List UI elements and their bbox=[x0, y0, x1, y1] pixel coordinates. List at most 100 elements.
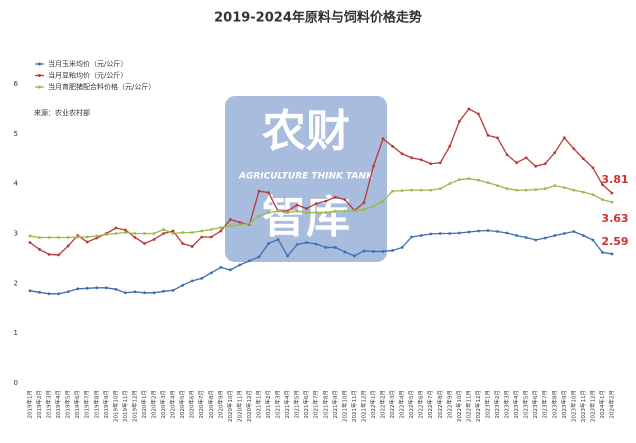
point bbox=[457, 178, 461, 182]
point bbox=[324, 246, 328, 249]
x-tick-label: 2023年5月 bbox=[522, 390, 530, 419]
x-tick-label: 2023年1月 bbox=[483, 390, 491, 419]
x-tick-label: 2021年1月 bbox=[254, 390, 262, 419]
point bbox=[305, 241, 309, 244]
chart-title: 2019-2024年原料与饲料价格走势 bbox=[214, 10, 422, 26]
point bbox=[457, 119, 461, 123]
x-tick-label: 2021年5月 bbox=[293, 390, 301, 419]
point bbox=[295, 243, 299, 246]
point bbox=[448, 232, 452, 235]
point bbox=[333, 195, 337, 199]
point bbox=[76, 287, 80, 291]
watermark-subtitle: AGRICULTURE THINK TANK bbox=[238, 172, 374, 182]
point bbox=[562, 136, 566, 140]
legend-label: 当月豆粕均价（元/公斤） bbox=[48, 71, 127, 80]
point bbox=[95, 234, 99, 238]
point bbox=[133, 236, 137, 239]
point bbox=[601, 183, 604, 187]
y-tick-label: 4 bbox=[14, 180, 19, 188]
watermark: 农财 AGRICULTURE THINK TANK 智库 bbox=[225, 96, 387, 262]
series-line bbox=[29, 108, 613, 256]
y-tick-label: 2 bbox=[14, 279, 18, 287]
x-tick-label: 2022年2月 bbox=[379, 390, 387, 419]
point bbox=[524, 188, 528, 192]
point bbox=[429, 188, 433, 192]
point bbox=[143, 232, 146, 235]
x-tick-label: 2022年8月 bbox=[436, 390, 444, 419]
point bbox=[133, 232, 137, 235]
point bbox=[200, 276, 204, 280]
point bbox=[362, 208, 366, 211]
x-tick-label: 2021年10月 bbox=[340, 390, 348, 422]
x-tick-label: 2020年11月 bbox=[235, 390, 243, 422]
point bbox=[209, 228, 213, 231]
x-tick-label: 2023年9月 bbox=[560, 390, 568, 419]
point bbox=[57, 236, 61, 239]
point bbox=[152, 232, 156, 235]
point bbox=[114, 226, 118, 230]
point bbox=[219, 265, 223, 269]
series-line bbox=[29, 229, 613, 295]
point bbox=[410, 156, 414, 160]
point bbox=[295, 209, 299, 213]
x-tick-label: 2019年11月 bbox=[121, 390, 129, 422]
point bbox=[276, 238, 280, 241]
x-tick-label: 2019年1月 bbox=[26, 390, 34, 419]
point bbox=[28, 234, 32, 238]
point bbox=[438, 187, 442, 191]
point bbox=[457, 231, 461, 235]
point bbox=[57, 292, 61, 296]
point bbox=[228, 224, 232, 228]
point bbox=[286, 254, 290, 258]
source-note: 来源：农业农村部 bbox=[34, 108, 90, 117]
x-tick-label: 2020年5月 bbox=[178, 390, 186, 419]
point bbox=[124, 228, 127, 232]
point bbox=[581, 190, 585, 194]
point bbox=[610, 252, 614, 256]
point bbox=[257, 255, 261, 259]
x-tick-label: 2020年1月 bbox=[140, 390, 148, 419]
point bbox=[190, 245, 194, 248]
point bbox=[47, 236, 51, 239]
point bbox=[352, 209, 356, 213]
point bbox=[534, 238, 538, 242]
point bbox=[228, 218, 232, 221]
point bbox=[104, 233, 108, 236]
legend-label: 当月育肥猪配合料价格（元/公斤） bbox=[48, 82, 155, 91]
x-tick-label: 2021年11月 bbox=[350, 390, 358, 422]
point bbox=[28, 241, 32, 244]
point bbox=[572, 230, 576, 233]
x-tick-label: 2024年2月 bbox=[608, 390, 616, 419]
x-tick-label: 2021年12月 bbox=[359, 390, 367, 422]
point bbox=[429, 232, 433, 236]
point bbox=[333, 246, 337, 249]
point bbox=[372, 250, 375, 253]
point bbox=[562, 186, 566, 190]
point bbox=[477, 178, 480, 182]
point bbox=[419, 188, 423, 192]
series bbox=[28, 107, 614, 257]
point bbox=[515, 161, 518, 165]
point bbox=[286, 211, 290, 214]
point bbox=[143, 291, 146, 295]
x-tick-label: 2019年3月 bbox=[45, 390, 53, 419]
point bbox=[228, 268, 232, 272]
x-tick-label: 2023年2月 bbox=[493, 390, 501, 419]
point bbox=[209, 235, 213, 239]
point bbox=[181, 242, 185, 245]
point bbox=[543, 162, 547, 166]
x-tick-label: 2021年7月 bbox=[312, 390, 320, 419]
point bbox=[181, 283, 185, 287]
point bbox=[591, 166, 595, 170]
point bbox=[362, 249, 366, 253]
point bbox=[47, 253, 51, 256]
point bbox=[66, 244, 70, 248]
x-tick-label: 2020年12月 bbox=[245, 390, 253, 422]
point bbox=[305, 211, 309, 214]
x-tick-label: 2019年10月 bbox=[111, 390, 119, 422]
point bbox=[534, 188, 538, 192]
point bbox=[219, 229, 223, 233]
x-tick-label: 2020年2月 bbox=[150, 390, 158, 419]
point bbox=[553, 151, 557, 155]
point bbox=[591, 238, 595, 242]
